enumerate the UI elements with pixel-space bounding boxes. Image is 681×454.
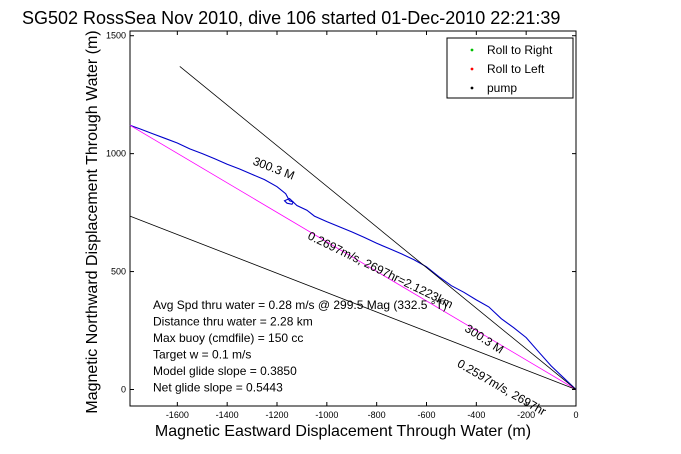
annotation-line: Net glide slope = 0.5443 [153,381,283,395]
annotation-line: Avg Spd thru water = 0.28 m/s @ 299.5 Ma… [153,298,447,312]
legend-entry: pump [487,81,517,95]
legend-marker [470,86,474,90]
line-label: 300.3 M [251,154,297,183]
x-tick-label: -1400 [216,410,239,420]
annotation-block: Avg Spd thru water = 0.28 m/s @ 299.5 Ma… [153,298,447,395]
legend-marker [470,67,474,71]
line-label: 300.3 M [462,321,506,356]
legend-entry: Roll to Left [487,62,545,76]
legend-box [446,37,574,99]
plot-frame [129,30,577,407]
chart-title: SG502 RossSea Nov 2010, dive 106 started… [22,8,560,28]
x-tick-label: -600 [417,410,435,420]
y-tick-label: 0 [121,384,126,394]
y-tick-label: 1500 [106,31,126,41]
y-axis-label: Magnetic Northward Displacement Through … [84,30,101,413]
x-tick-label: -1600 [166,410,189,420]
reference-line [129,124,577,390]
x-tick-label: -1000 [315,410,338,420]
track-line [129,124,577,390]
x-tick-label: -1200 [265,410,288,420]
x-tick-label: 0 [573,410,578,420]
legend-entry: Roll to Right [487,43,553,57]
annotation-line: Target w = 0.1 m/s [153,348,251,362]
y-tick-label: 1000 [106,149,126,159]
legend: Roll to Right Roll to Left pump [446,37,574,99]
legend-marker [470,48,474,52]
x-tick-label: -400 [467,410,485,420]
reference-line [179,66,577,390]
x-tick-label: -800 [368,410,386,420]
x-axis-label: Magnetic Eastward Displacement Through W… [155,423,531,440]
annotation-line: Model glide slope = 0.3850 [153,364,297,378]
reference-line [129,215,577,390]
annotation-line: Max buoy (cmdfile) = 150 cc [153,331,303,345]
annotation-line: Distance thru water = 2.28 km [153,315,313,329]
x-tick-label: -200 [517,410,535,420]
y-tick-label: 500 [111,267,126,277]
